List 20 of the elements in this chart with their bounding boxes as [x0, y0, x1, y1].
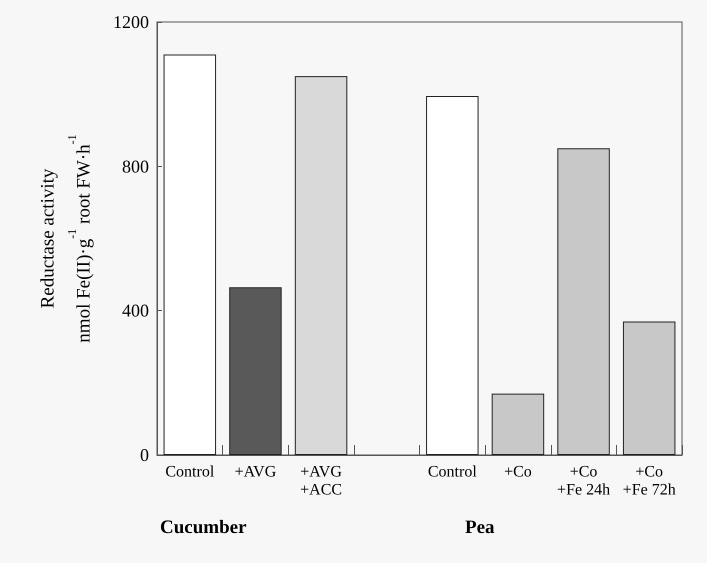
x-tick-label: Control: [428, 464, 478, 480]
bar: [557, 148, 610, 455]
x-tick-label: +Co +Fe 72h: [622, 464, 676, 498]
text: Pea: [465, 517, 496, 538]
text: Cucumber: [160, 517, 248, 538]
x-tick-label: +Co: [504, 464, 532, 480]
y-tick-label: 1200: [113, 12, 149, 32]
x-tick-label: +AVG +ACC: [300, 464, 342, 498]
bar: [164, 54, 216, 455]
y-tick-label: 400: [122, 300, 149, 321]
bar: [426, 96, 479, 455]
bar: [492, 394, 544, 455]
y-tick-label: 0: [140, 445, 149, 465]
x-tick-label: +AVG: [234, 464, 277, 480]
x-tick-label: Control: [165, 464, 215, 480]
y-tick-label: 800: [122, 156, 149, 176]
bar: [622, 321, 676, 455]
y-axis-title: Reductase activity nmol Fe(II)·g-1 root FW·h-1: [38, 134, 95, 343]
bar: [294, 76, 348, 455]
x-tick-label: +Co +Fe 24h: [557, 464, 610, 498]
